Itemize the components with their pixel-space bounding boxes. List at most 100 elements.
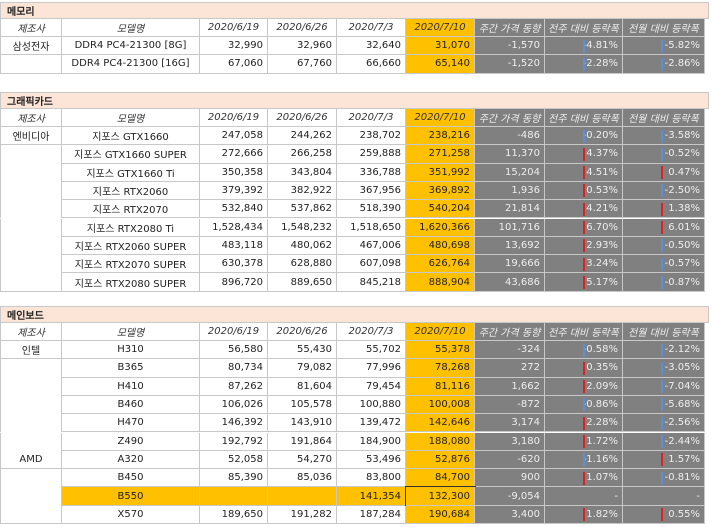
maker-cell <box>0 414 62 433</box>
value-cell: 106,026 <box>200 395 268 415</box>
value-cell: 369,892 <box>406 181 475 201</box>
value-cell: 67,760 <box>268 55 337 74</box>
value-cell: 259,888 <box>337 145 406 164</box>
value-cell: 13,692 <box>475 236 545 256</box>
data-bar <box>583 471 585 485</box>
value-cell: 52,058 <box>200 450 268 470</box>
value-cell: 132,300 <box>405 486 476 507</box>
value-cell: -2.12% <box>623 341 705 360</box>
value-cell: 343,804 <box>268 163 337 182</box>
value-cell: 900 <box>475 469 545 488</box>
value-cell: 78,268 <box>406 359 475 378</box>
maker-cell <box>0 255 62 274</box>
data-bar <box>583 453 585 467</box>
value-cell: 1.38% <box>623 200 705 219</box>
maker-cell <box>0 487 62 506</box>
section-title: 그래픽카드 <box>0 92 709 109</box>
data-bar <box>583 361 585 375</box>
maker-cell <box>0 163 62 182</box>
value-cell: -0.87% <box>623 273 705 292</box>
value-cell: 65,140 <box>406 55 475 74</box>
value-cell: 85,036 <box>268 469 337 488</box>
data-bar <box>583 257 585 271</box>
data-bar <box>583 129 585 143</box>
value-cell: 32,640 <box>337 37 406 56</box>
maker-cell <box>0 181 62 201</box>
column-header: 2020/6/26 <box>268 323 337 341</box>
column-header: 2020/7/10 <box>406 109 475 127</box>
maker-cell <box>0 359 62 378</box>
value-cell: 896,720 <box>200 273 268 292</box>
data-bar <box>661 380 663 394</box>
value-cell: -3.05% <box>623 359 705 378</box>
column-header: 2020/6/19 <box>200 19 268 37</box>
value-cell: 540,204 <box>406 200 475 219</box>
value-cell: 630,378 <box>200 255 268 274</box>
column-header: 전주 대비 등락폭 <box>545 323 623 341</box>
maker-cell <box>0 505 62 524</box>
value-cell: -324 <box>475 341 545 360</box>
value-cell: 189,650 <box>200 505 268 524</box>
value-cell: 1,620,366 <box>406 218 475 237</box>
model-cell: H310 <box>62 341 200 360</box>
data-bar <box>661 471 663 485</box>
value-cell: -2.86% <box>623 55 705 74</box>
value-cell: 192,792 <box>200 432 268 451</box>
maker-cell <box>0 145 62 164</box>
value-cell: 336,788 <box>337 163 406 182</box>
model-cell: 지포스 GTX1660 <box>62 127 200 146</box>
column-header: 전주 대비 등락폭 <box>545 19 623 37</box>
value-cell: 467,006 <box>337 236 406 256</box>
value-cell: 55,430 <box>268 341 337 360</box>
value-cell: 184,900 <box>337 432 406 451</box>
maker-cell <box>0 236 62 256</box>
section-title: 메인보드 <box>0 306 709 323</box>
data-bar <box>661 239 663 253</box>
column-header: 전월 대비 등락폭 <box>623 109 705 127</box>
value-cell: 628,880 <box>268 255 337 274</box>
model-cell: 지포스 GTX1660 Ti <box>62 163 200 182</box>
value-cell: 845,218 <box>337 273 406 292</box>
value-cell: 607,098 <box>337 255 406 274</box>
maker-cell <box>0 469 62 488</box>
value-cell: 1,518,650 <box>337 218 406 237</box>
value-cell: 480,062 <box>268 236 337 256</box>
value-cell <box>268 487 337 506</box>
data-bar <box>583 508 585 522</box>
model-cell: 지포스 RTX2060 SUPER <box>62 236 200 256</box>
value-cell: 52,876 <box>406 450 475 470</box>
maker-cell: AMD <box>0 450 62 470</box>
value-cell: 1,548,232 <box>268 218 337 237</box>
model-cell: B460 <box>62 395 200 415</box>
value-cell: 480,698 <box>406 236 475 256</box>
value-cell: 54,270 <box>268 450 337 470</box>
value-cell: 382,922 <box>268 181 337 201</box>
model-cell: Z490 <box>62 432 200 451</box>
data-bar <box>583 184 585 198</box>
column-header: 제조사 <box>0 109 62 127</box>
section-title: 메모리 <box>0 2 709 19</box>
column-header: 전월 대비 등락폭 <box>623 19 705 37</box>
data-bar <box>661 508 663 522</box>
value-cell: 272,666 <box>200 145 268 164</box>
data-bar <box>583 275 585 289</box>
value-cell: 266,258 <box>268 145 337 164</box>
value-cell: 3,400 <box>475 505 545 524</box>
value-cell: -2.44% <box>623 432 705 451</box>
column-header: 모델명 <box>62 109 200 127</box>
value-cell: -486 <box>475 127 545 146</box>
value-cell: 66,660 <box>337 55 406 74</box>
value-cell: -7.04% <box>623 377 705 396</box>
maker-cell <box>0 432 62 451</box>
data-bar <box>661 147 663 161</box>
model-cell: 지포스 RTX2070 SUPER <box>62 255 200 274</box>
value-cell: 56,580 <box>200 341 268 360</box>
value-cell: 32,960 <box>268 37 337 56</box>
column-header: 2020/6/26 <box>268 19 337 37</box>
value-cell: -1,520 <box>475 55 545 74</box>
column-header: 주간 가격 동향 <box>475 19 545 37</box>
value-cell: - <box>623 487 705 506</box>
value-cell: 83,800 <box>337 469 406 488</box>
column-header: 모델명 <box>62 19 200 37</box>
model-cell: H410 <box>62 377 200 396</box>
